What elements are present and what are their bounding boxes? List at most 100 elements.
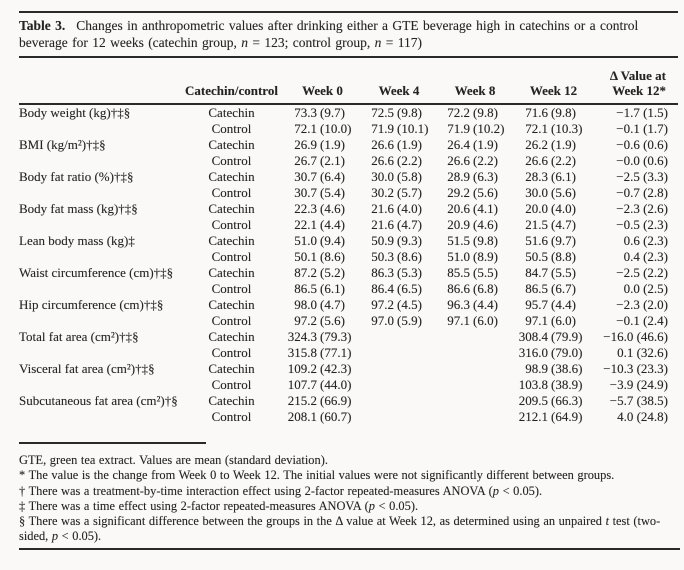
cell-week0: 51.0 (9.4) — [284, 233, 361, 249]
mean-value: 28.9 — [447, 169, 470, 184]
mean-value: 209.5 — [518, 393, 548, 408]
sd-value: (4.1) — [473, 201, 498, 216]
title-segment: = 123; control group, — [248, 34, 375, 50]
sd-value: (9.8) — [397, 105, 422, 120]
cell-week0: 109.2 (42.3) — [284, 361, 361, 377]
sd-value: (1.9) — [320, 137, 345, 152]
sd-value: (66.9) — [320, 393, 352, 408]
cell-group: Control — [211, 153, 252, 168]
cell-week12: 308.4 (79.9) — [513, 329, 594, 345]
table-row: Total fat area (cm²)†‡§ Catechin 324.3 (7… — [19, 329, 678, 345]
cell-week12: 28.3 (6.1) — [513, 169, 594, 185]
cell-week4: 30.2 (5.7) — [361, 185, 437, 201]
cell-week12: 86.5 (6.7) — [513, 281, 594, 297]
cell-week0: 107.7 (44.0) — [284, 377, 361, 393]
cell-parameter — [19, 313, 179, 329]
cell-week8: 85.5 (5.5) — [437, 265, 513, 281]
sd-value: (6.0) — [551, 313, 576, 328]
footnote-segment: test (two-sided, — [19, 514, 661, 544]
sd-value: (5.6) — [551, 185, 576, 200]
cell-week4 — [361, 361, 437, 377]
mean-value: 26.6 — [371, 153, 394, 168]
mean-value: 30.0 — [525, 185, 548, 200]
sd-value: (6.4) — [320, 169, 345, 184]
cell-week8: 29.2 (5.6) — [437, 185, 513, 201]
table-row: Control 72.1 (10.0) 71.9 (10.1) 71.9 (10.2)… — [19, 121, 678, 137]
mean-value: 26.9 — [294, 137, 317, 152]
mean-value: 97.0 — [371, 313, 394, 328]
footnote-segment: t — [605, 514, 610, 529]
mean-value: 208.1 — [287, 409, 317, 424]
cell-parameter: Body weight (kg)†‡§ — [19, 105, 131, 120]
top-rule — [19, 11, 678, 13]
cell-week4: 97.2 (4.5) — [361, 297, 437, 313]
cell-week8: 71.9 (10.2) — [437, 121, 513, 137]
cell-week12: 84.7 (5.5) — [513, 265, 594, 281]
cell-week0: 324.3 (79.3) — [284, 329, 361, 345]
cell-week4: 50.3 (8.6) — [361, 249, 437, 265]
footnote-segment: GTE, green tea extract. Values are mean … — [19, 453, 328, 467]
sd-value: (5.7) — [397, 185, 422, 200]
table-row: Control 26.7 (2.1) 26.6 (2.2) 26.6 (2.2) 26… — [19, 153, 678, 169]
sd-value: (5.8) — [397, 169, 422, 184]
table-row: Control 86.5 (6.1) 86.4 (6.5) 86.6 (6.8) 86… — [19, 281, 678, 297]
sd-value: (64.9) — [551, 409, 583, 424]
mean-value: 107.7 — [287, 377, 317, 392]
sd-value: (66.3) — [551, 393, 583, 408]
cell-week4: 97.0 (5.9) — [361, 313, 437, 329]
cell-week12: 21.5 (4.7) — [513, 217, 594, 233]
sd-value: (5.5) — [473, 265, 498, 280]
footnote-segment: p — [51, 529, 59, 544]
sd-value: (10.2) — [473, 121, 505, 136]
column-header-week4: Week 4 — [361, 64, 437, 105]
cell-week8: 51.0 (8.9) — [437, 249, 513, 265]
sd-value: (44.0) — [320, 377, 352, 392]
mean-value: 98.9 — [525, 361, 548, 376]
mean-value: 72.5 — [371, 105, 394, 120]
sd-value: (79.0) — [551, 345, 583, 360]
mean-value: 20.6 — [447, 201, 470, 216]
sd-value: (6.8) — [473, 281, 498, 296]
column-header-parameter — [19, 64, 179, 105]
cell-week0: 22.3 (4.6) — [284, 201, 361, 217]
mean-value: 73.3 — [294, 105, 317, 120]
column-header-delta: Δ Value at Week 12* — [594, 64, 678, 105]
cell-week8 — [437, 409, 513, 425]
mean-value: 315.8 — [287, 345, 317, 360]
mean-value: 30.2 — [371, 185, 394, 200]
table-row: Control 107.7 (44.0) 103.8 (38.9) −3.9 (24… — [19, 377, 678, 393]
cell-parameter — [19, 345, 179, 361]
mean-value: 212.1 — [518, 409, 548, 424]
sd-value: (4.7) — [551, 217, 576, 232]
column-header-week0: Week 0 — [284, 64, 361, 105]
cell-week4 — [361, 345, 437, 361]
mean-value: 86.5 — [525, 281, 548, 296]
sd-value: (4.4) — [320, 217, 345, 232]
cell-week12: 103.8 (38.9) — [513, 377, 594, 393]
table-bottom-rule — [19, 442, 206, 444]
cell-parameter: Hip circumference (cm)†‡§ — [19, 297, 164, 312]
cell-week12: 95.7 (4.4) — [513, 297, 594, 313]
column-header-delta-line2: Week 12* — [612, 83, 666, 98]
cell-parameter — [19, 409, 179, 425]
cell-week12: 51.6 (9.7) — [513, 233, 594, 249]
cell-week4: 26.6 (1.9) — [361, 137, 437, 153]
cell-parameter — [19, 121, 179, 137]
cell-delta-value: −2.3 (2.6) — [616, 201, 668, 216]
table-title: Table 3. Changes in anthropometric values… — [19, 18, 671, 51]
cell-week4: 86.3 (5.3) — [361, 265, 437, 281]
sd-value: (8.6) — [397, 249, 422, 264]
mean-value: 97.1 — [525, 313, 548, 328]
table-row: Control 208.1 (60.7) 212.1 (64.9) 4.0 (24.… — [19, 409, 678, 425]
sd-value: (4.7) — [320, 297, 345, 312]
mean-value: 26.6 — [371, 137, 394, 152]
footnote-segment: p — [492, 483, 499, 498]
cell-group: Catechin — [208, 233, 255, 248]
cell-group: Control — [211, 121, 252, 136]
title-segment: Changes in anthropometric values after d… — [19, 18, 639, 50]
cell-week12: 98.9 (38.6) — [513, 361, 594, 377]
header-row: Catechin/control Week 0 Week 4 Week 8 We… — [19, 64, 678, 105]
sd-value: (9.8) — [473, 233, 498, 248]
cell-parameter: BMI (kg/m²)†‡§ — [19, 137, 106, 152]
table-row: Body weight (kg)†‡§ Catechin 73.3 (9.7) 7… — [19, 104, 678, 121]
